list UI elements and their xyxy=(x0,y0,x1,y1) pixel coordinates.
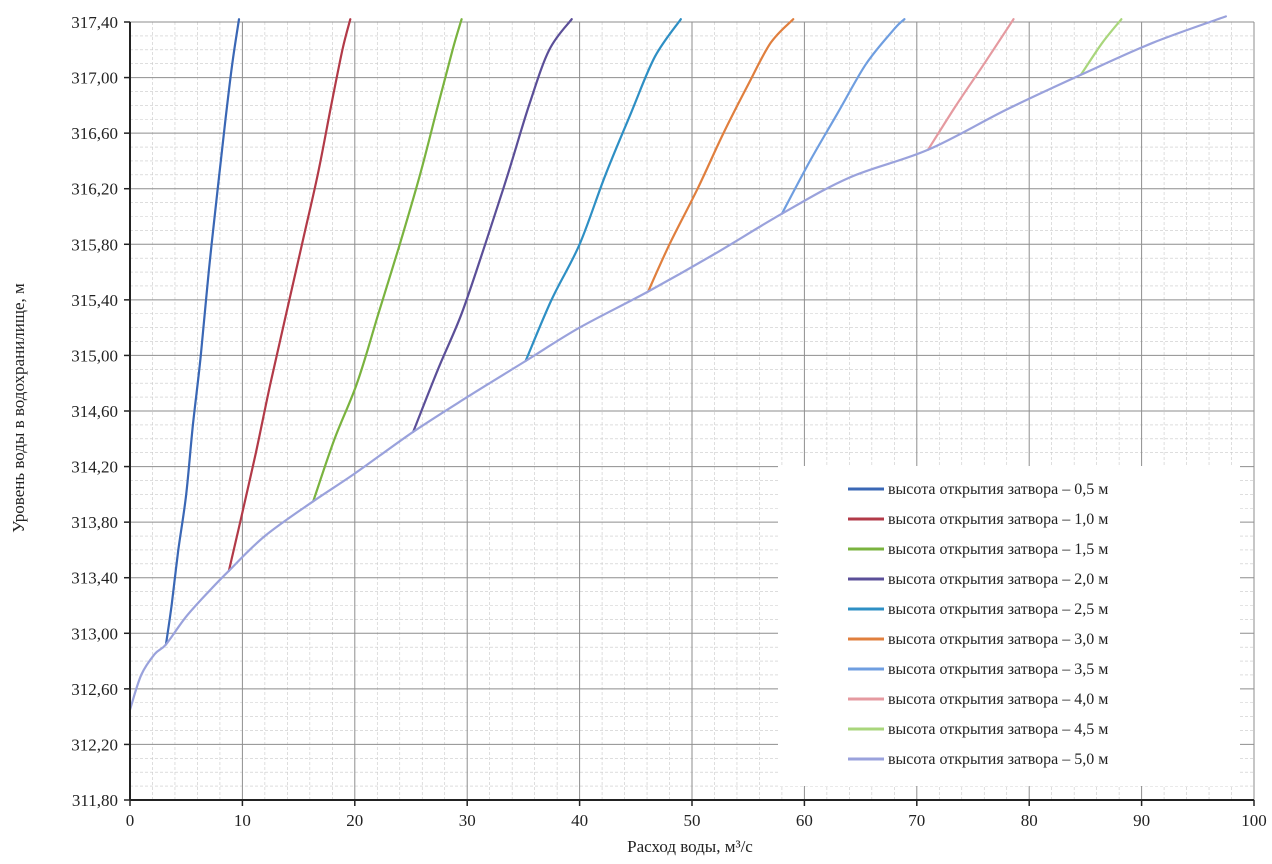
series-line-6 xyxy=(647,18,795,293)
y-tick-label: 313,40 xyxy=(71,569,118,588)
x-tick-label: 0 xyxy=(126,811,135,830)
y-tick-label: 313,80 xyxy=(71,513,118,532)
x-tick-label: 20 xyxy=(346,811,363,830)
y-tick-label: 313,00 xyxy=(71,624,118,643)
y-tick-label: 316,20 xyxy=(71,180,118,199)
y-axis-title: Уровень воды в водохранилище, м xyxy=(9,283,28,533)
x-tick-label: 90 xyxy=(1133,811,1150,830)
legend-label-7: высота открытия затвора – 3,5 м xyxy=(888,661,1108,678)
y-tick-label: 316,60 xyxy=(71,124,118,143)
y-tick-label: 311,80 xyxy=(72,791,118,810)
ticks-layer: 0 10 20 30 40 50 60 70 80 90 100 311,80 312,20 312,60… xyxy=(71,13,1267,830)
legend-label-1: высота открытия затвора – 0,5 м xyxy=(888,481,1108,498)
series-line-1 xyxy=(164,18,241,646)
legend-label-9: высота открытия затвора – 4,5 м xyxy=(888,721,1108,738)
y-tick-label: 312,20 xyxy=(71,735,118,754)
y-tick-label: 315,40 xyxy=(71,291,118,310)
series-line-3 xyxy=(312,18,463,503)
legend-label-6: высота открытия затвора – 3,0 м xyxy=(888,631,1108,648)
legend-label-8: высота открытия затвора – 4,0 м xyxy=(888,691,1108,708)
series-line-9 xyxy=(1079,18,1123,76)
x-tick-label: 70 xyxy=(908,811,925,830)
legend-label-3: высота открытия затвора – 1,5 м xyxy=(888,541,1108,558)
grid-major xyxy=(129,21,1255,801)
y-tick-label: 315,00 xyxy=(71,346,118,365)
x-tick-label: 40 xyxy=(571,811,588,830)
y-tick-label: 314,60 xyxy=(71,402,118,421)
series-line-10 xyxy=(128,15,1227,711)
x-tick-label: 100 xyxy=(1241,811,1267,830)
series-line-7 xyxy=(780,18,906,215)
series-layer xyxy=(128,15,1227,711)
x-tick-label: 30 xyxy=(459,811,476,830)
series-line-8 xyxy=(926,18,1015,151)
y-tick-label: 317,40 xyxy=(71,13,118,32)
legend-label-5: высота открытия затвора – 2,5 м xyxy=(888,601,1108,618)
x-axis-title: Расход воды, м³/с xyxy=(627,837,753,856)
legend: высота открытия затвора – 0,5 м высота от… xyxy=(778,466,1240,786)
legend-label-2: высота открытия затвора – 1,0 м xyxy=(888,511,1108,528)
legend-items: высота открытия затвора – 0,5 м высота от… xyxy=(848,481,1108,768)
y-tick-label: 314,20 xyxy=(71,458,118,477)
series-line-2 xyxy=(227,18,352,572)
series-line-5 xyxy=(524,18,682,363)
legend-label-10: высота открытия затвора – 5,0 м xyxy=(888,751,1108,768)
y-tick-label: 312,60 xyxy=(71,680,118,699)
x-tick-label: 60 xyxy=(796,811,813,830)
x-tick-label: 80 xyxy=(1021,811,1038,830)
legend-label-4: высота открытия затвора – 2,0 м xyxy=(888,571,1108,588)
x-tick-label: 10 xyxy=(234,811,251,830)
y-tick-label: 317,00 xyxy=(71,69,118,88)
series-line-4 xyxy=(412,18,573,433)
x-tick-label: 50 xyxy=(684,811,701,830)
y-tick-label: 315,80 xyxy=(71,235,118,254)
